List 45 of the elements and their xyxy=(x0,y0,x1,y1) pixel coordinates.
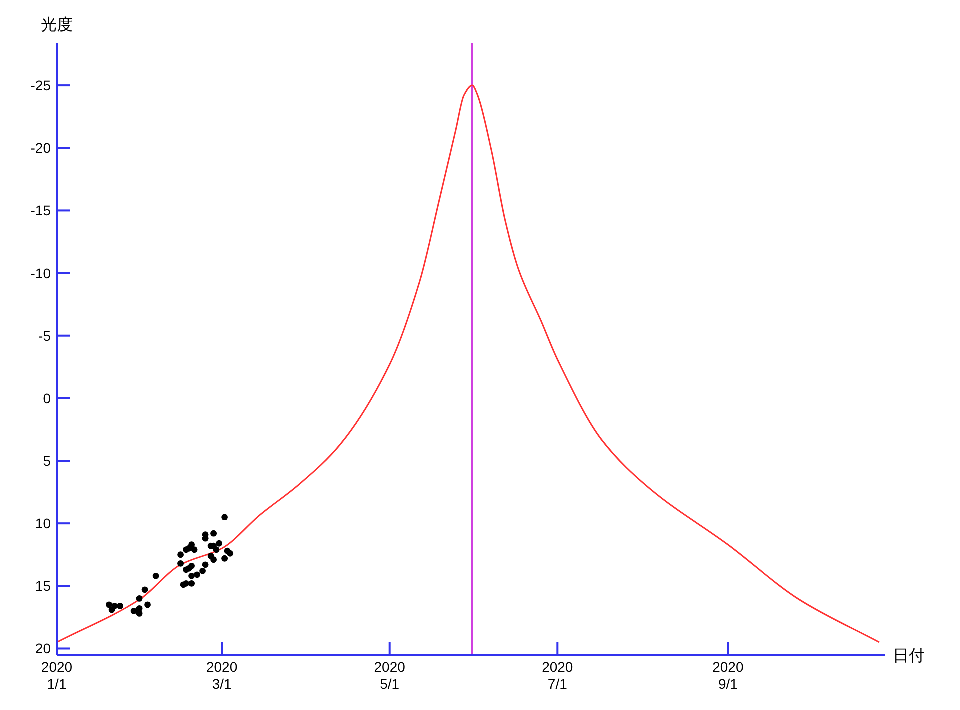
x-axis-title: 日付 xyxy=(893,648,925,665)
point xyxy=(191,546,198,554)
point xyxy=(222,555,228,562)
point xyxy=(216,540,222,547)
point xyxy=(188,580,195,587)
point xyxy=(213,546,220,554)
y-tick-label: 10 xyxy=(35,516,52,532)
point xyxy=(136,595,143,602)
y-tick-label: 5 xyxy=(43,453,52,470)
y-axis-title: 光度 xyxy=(41,16,73,34)
point xyxy=(183,580,190,587)
point xyxy=(178,560,184,567)
y-tick-label: -10 xyxy=(30,265,52,282)
point xyxy=(152,572,160,580)
y-tick-label: 0 xyxy=(43,390,52,406)
point xyxy=(144,602,151,608)
point xyxy=(188,542,195,548)
point xyxy=(136,610,143,617)
point xyxy=(130,608,138,614)
y-tick-label: -15 xyxy=(30,202,52,219)
y-tick-label: -5 xyxy=(38,328,52,344)
point xyxy=(117,602,124,610)
point xyxy=(188,572,195,580)
point xyxy=(227,550,234,557)
point xyxy=(188,562,195,570)
point xyxy=(202,562,209,568)
y-tick-label: 15 xyxy=(35,578,52,594)
point xyxy=(142,586,148,594)
point xyxy=(210,530,217,537)
point xyxy=(222,514,228,521)
x-tick-label: 2020 7/1 xyxy=(542,659,574,692)
y-tick-label: 20 xyxy=(35,640,52,657)
point xyxy=(210,556,217,564)
point xyxy=(194,572,200,578)
line-series xyxy=(56,84,880,644)
x-tick-label: 2020 9/1 xyxy=(712,659,744,692)
y-tick-label: -25 xyxy=(30,78,52,94)
point xyxy=(178,552,184,558)
point xyxy=(106,602,112,608)
point xyxy=(200,568,206,574)
x-tick-label: 2020 5/1 xyxy=(374,659,406,692)
point xyxy=(112,602,118,610)
x-tick-label: 2020 3/1 xyxy=(206,659,238,692)
x-tick-label: 2020 1/1 xyxy=(41,659,73,692)
y-tick-label: -20 xyxy=(30,140,52,156)
